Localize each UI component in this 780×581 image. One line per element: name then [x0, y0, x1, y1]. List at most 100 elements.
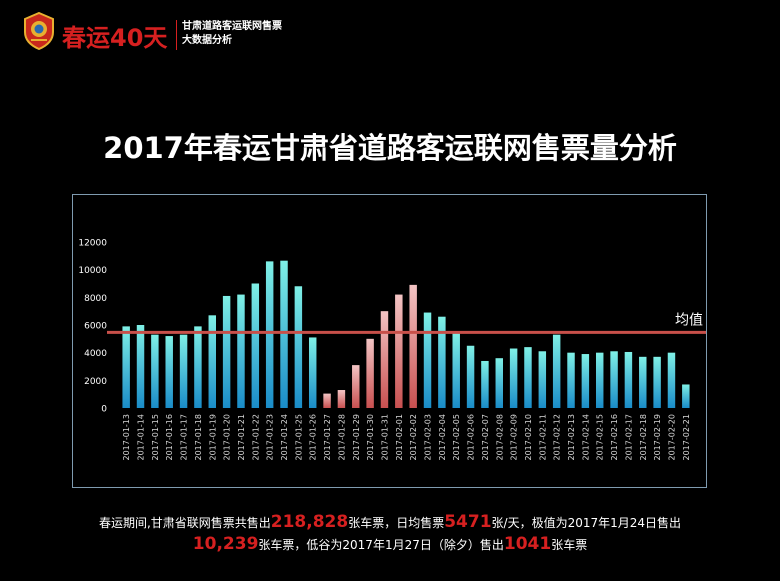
transport-emblem-icon	[24, 12, 54, 50]
y-tick-label: 6000	[84, 322, 107, 332]
page-title: 2017年春运甘肃省道路客运联网售票量分析	[103, 131, 677, 165]
bar	[682, 384, 690, 408]
subtitle-line-1: 甘肃道路客运联网售票	[182, 21, 282, 32]
x-tick-label: 2017-01-14	[137, 414, 146, 461]
x-tick-label: 2017-02-05	[452, 414, 461, 461]
bar	[481, 360, 489, 408]
low-tickets: 1041	[503, 534, 552, 554]
x-tick-label: 2017-01-23	[266, 414, 275, 461]
bar	[667, 352, 676, 408]
bar	[380, 311, 389, 408]
y-tick-label: 2000	[84, 377, 107, 387]
x-tick-label: 2017-02-03	[424, 414, 433, 461]
x-tick-label: 2017-01-19	[208, 414, 217, 461]
x-tick-label: 2017-01-25	[294, 414, 303, 461]
bar	[653, 356, 661, 408]
y-tick-label: 12000	[78, 239, 107, 249]
bar	[509, 348, 518, 408]
x-tick-label: 2017-02-04	[438, 414, 447, 461]
x-tick-label: 2017-01-26	[309, 414, 318, 461]
bar	[610, 351, 618, 408]
bar	[366, 338, 374, 408]
bar	[639, 356, 647, 408]
x-tick-label: 2017-02-20	[667, 414, 676, 461]
brand-divider	[176, 20, 177, 50]
x-tick-label: 2017-02-13	[567, 414, 576, 461]
summary-mid-1: 张车票，日均售票	[348, 516, 445, 530]
header: 春运40天 甘肃道路客运联网售票 大数据分析	[0, 0, 780, 62]
peak-tickets: 10,239	[192, 534, 259, 554]
header-subtitle: 甘肃道路客运联网售票 大数据分析	[182, 20, 282, 48]
bar	[452, 333, 460, 408]
bar	[251, 283, 260, 408]
bar	[395, 294, 403, 408]
x-tick-label: 2017-02-12	[553, 414, 562, 461]
x-tick-label: 2017-02-08	[495, 414, 504, 461]
x-tick-label: 2017-01-30	[366, 414, 375, 461]
x-tick-label: 2017-01-24	[280, 414, 289, 461]
x-tick-label: 2017-01-21	[237, 414, 246, 461]
x-tick-label: 2017-02-17	[624, 414, 633, 461]
x-tick-label: 2017-02-07	[481, 414, 490, 461]
x-tick-label: 2017-02-14	[581, 414, 590, 461]
average-label: 均值	[675, 312, 703, 328]
bar	[552, 334, 561, 408]
x-tick-label: 2017-01-29	[352, 414, 361, 461]
x-tick-label: 2017-02-21	[682, 414, 691, 461]
bar	[538, 351, 547, 408]
daily-average: 5471	[444, 512, 492, 532]
average-line-group: 均值	[107, 312, 706, 334]
x-tick-label: 2017-01-28	[337, 414, 346, 461]
bar	[581, 354, 590, 408]
x-tick-label: 2017-01-27	[323, 414, 332, 461]
bar	[337, 390, 346, 408]
x-tick-label: 2017-01-20	[223, 414, 232, 461]
y-tick-label: 0	[101, 405, 107, 415]
y-axis: 0 2000 4000 6000 8000 10000 12000	[78, 239, 107, 415]
bar	[136, 325, 145, 408]
bar	[237, 294, 245, 408]
bar-chart: 0 2000 4000 6000 8000 10000 12000 2017-01-13 20…	[78, 239, 706, 461]
bar	[595, 352, 604, 408]
bar	[280, 260, 288, 408]
bar	[208, 315, 216, 408]
bar	[222, 295, 231, 408]
summary-suffix: 张车票	[551, 538, 588, 552]
bar	[308, 337, 317, 408]
bar	[179, 334, 188, 408]
bar	[423, 312, 432, 408]
summary-prefix: 春运期间,甘肃省联网售票共售出	[98, 516, 271, 530]
y-tick-label: 10000	[78, 266, 107, 276]
x-axis: 2017-01-13 2017-01-14 2017-01-15 2017-01-16…	[122, 414, 691, 461]
brand-title: 春运40天	[62, 24, 168, 52]
x-tick-label: 2017-01-22	[251, 414, 260, 461]
bar	[151, 334, 159, 408]
x-tick-label: 2017-01-31	[380, 414, 389, 461]
summary-line-2: 10,239张车票，低谷为2017年1月27日（除夕）售出1041张车票	[0, 534, 780, 556]
x-tick-label: 2017-01-13	[122, 414, 131, 461]
x-tick-label: 2017-02-15	[596, 414, 605, 461]
x-tick-label: 2017-02-06	[467, 414, 476, 461]
x-tick-label: 2017-02-19	[653, 414, 662, 461]
x-tick-label: 2017-02-11	[538, 414, 547, 461]
bar	[352, 365, 360, 408]
x-tick-label: 2017-01-17	[180, 414, 189, 461]
x-tick-label: 2017-02-02	[409, 414, 418, 461]
bar	[323, 393, 331, 408]
bars	[122, 260, 690, 408]
bar	[194, 326, 202, 408]
x-tick-label: 2017-02-09	[510, 414, 519, 461]
bar	[265, 261, 274, 408]
summary-line-1: 春运期间,甘肃省联网售票共售出218,828张车票，日均售票5471张/天，极值…	[0, 512, 780, 534]
bar	[624, 351, 633, 408]
bar	[567, 352, 575, 408]
x-tick-label: 2017-02-18	[639, 414, 648, 461]
bar	[165, 336, 173, 408]
bar	[495, 358, 503, 408]
bar	[294, 286, 303, 408]
x-tick-label: 2017-02-01	[395, 414, 404, 461]
y-tick-label: 8000	[84, 294, 107, 304]
x-tick-label: 2017-02-16	[610, 414, 619, 461]
total-tickets: 218,828	[270, 512, 349, 532]
y-tick-label: 4000	[84, 349, 107, 359]
